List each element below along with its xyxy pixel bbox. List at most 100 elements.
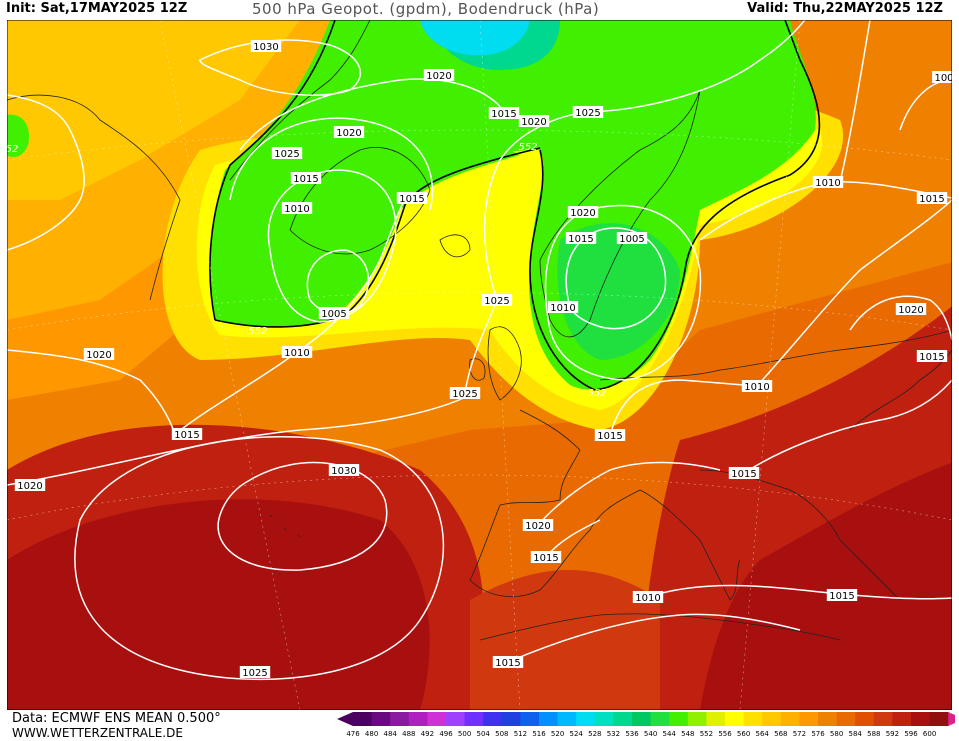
- legend-swatch: [669, 712, 689, 726]
- isobar-label: 1030: [250, 40, 282, 53]
- svg-text:1015: 1015: [731, 469, 756, 480]
- svg-text:1015: 1015: [174, 430, 199, 441]
- legend-tick-label: 548: [681, 730, 695, 738]
- legend-swatch: [929, 712, 949, 726]
- svg-text:1020: 1020: [521, 117, 546, 128]
- svg-text:100: 100: [934, 73, 952, 84]
- svg-text:1015: 1015: [829, 591, 854, 602]
- isobar-label: 1015: [826, 589, 858, 602]
- svg-text:1015: 1015: [495, 658, 520, 669]
- isobar-label: 1015: [565, 232, 597, 245]
- legend-swatch: [706, 712, 726, 726]
- svg-text:1020: 1020: [86, 350, 111, 361]
- graticule: [7, 20, 952, 710]
- svg-text:1020: 1020: [17, 481, 42, 492]
- svg-text:1015: 1015: [919, 352, 944, 363]
- legend-tick-label: 556: [718, 730, 732, 738]
- trough-core: [557, 223, 680, 360]
- contour-552-east: [529, 20, 821, 391]
- legend-swatch: [632, 712, 652, 726]
- legend-tick-label: 600: [922, 730, 937, 738]
- legend-swatch: [780, 712, 800, 726]
- legend-swatch: [687, 712, 707, 726]
- legend-swatch: [353, 712, 373, 726]
- svg-text:1030: 1030: [331, 466, 356, 477]
- contour-552-greenland: [209, 20, 336, 321]
- legend-tick-label: 488: [402, 730, 416, 738]
- header-bar: Init: Sat,17MAY2025 12Z 500 hPa Geopot. …: [0, 0, 959, 20]
- legend-swatch: [725, 712, 745, 726]
- legend-tick-label: 484: [383, 730, 397, 738]
- legend-tick-label: 540: [643, 730, 658, 738]
- svg-text:1010: 1010: [815, 178, 840, 189]
- isobar-label: 1025: [449, 387, 481, 400]
- coastlines: [7, 20, 952, 641]
- legend-swatch: [613, 712, 633, 726]
- svg-text:1025: 1025: [484, 296, 509, 307]
- isobar-label: 1015: [290, 172, 322, 185]
- contour-label: 552: [518, 142, 537, 153]
- legend-swatch: [855, 712, 875, 726]
- isobar-label: 1020: [895, 303, 927, 316]
- svg-text:1010: 1010: [284, 348, 309, 359]
- isobar-label: 1020: [333, 126, 365, 139]
- trough-cyan: [420, 20, 530, 56]
- isobar-label: 1005: [616, 232, 648, 245]
- legend-swatch: [911, 712, 931, 726]
- legend-tick-label: 520: [550, 730, 565, 738]
- isobar-label: 1010: [281, 202, 313, 215]
- legend-tick-label: 492: [420, 730, 435, 738]
- isobar-label: 1010: [281, 346, 313, 359]
- chart-title: 500 hPa Geopot. (gpdm), Bodendruck (hPa): [252, 0, 600, 18]
- svg-text:552: 552: [587, 388, 606, 399]
- init-time: Init: Sat,17MAY2025 12Z: [6, 1, 188, 16]
- legend-tick-label: 564: [755, 730, 769, 738]
- legend-tick-label: 536: [625, 730, 639, 738]
- isobar-label: 1015: [530, 551, 562, 564]
- svg-text:52: 52: [7, 144, 18, 155]
- isobar-label: 1030: [328, 464, 360, 477]
- legend-ticks: 476 480 484 488 492 496 500 504 508 512 516 520 524 5…: [342, 730, 954, 740]
- isobar-label: 1015: [396, 192, 428, 205]
- isobar-label: 1020: [522, 519, 554, 532]
- svg-text:1025: 1025: [575, 108, 600, 119]
- legend-swatch: [594, 712, 614, 726]
- legend-tick-label: 596: [904, 730, 918, 738]
- isobar-label: 1015: [594, 429, 626, 442]
- legend-tick-label: 584: [848, 730, 862, 738]
- isobar-label: 1010: [812, 176, 844, 189]
- svg-text:1015: 1015: [533, 553, 558, 564]
- legend-swatch: [873, 712, 893, 726]
- legend-tick-label: 576: [811, 730, 825, 738]
- svg-text:1015: 1015: [293, 174, 318, 185]
- legend-tick-label: 552: [699, 730, 714, 738]
- svg-text:1020: 1020: [336, 128, 361, 139]
- legend-tick-label: 504: [476, 730, 490, 738]
- svg-text:1010: 1010: [744, 382, 769, 393]
- weather-map: 1030 1020 1015 1020 1025 1020 1025 1015 1010 1015…: [7, 20, 952, 710]
- isobar-label: 1010: [547, 301, 579, 314]
- footer-bar: Data: ECMWF ENS MEAN 0.500° WWW.WETTERZE…: [0, 710, 959, 741]
- legend-tick-label: 568: [774, 730, 788, 738]
- isobar-label: 1015: [488, 107, 520, 120]
- isobar-label: 1020: [518, 115, 550, 128]
- legend-swatch: [427, 712, 447, 726]
- legend-tick-label: 572: [792, 730, 807, 738]
- svg-text:1015: 1015: [399, 194, 424, 205]
- svg-text:1015: 1015: [568, 234, 593, 245]
- legend-swatch: [483, 712, 503, 726]
- legend-tick-label: 532: [606, 730, 621, 738]
- legend-swatch: [501, 712, 521, 726]
- legend-arrow-high: [948, 712, 955, 726]
- isobar-label: 1005: [318, 307, 350, 320]
- field-darkred-east: [700, 462, 952, 710]
- svg-text:1020: 1020: [426, 71, 451, 82]
- trough-west-edge: [7, 114, 30, 158]
- valid-time: Valid: Thu,22MAY2025 12Z: [747, 1, 943, 16]
- svg-text:1020: 1020: [570, 208, 595, 219]
- svg-text:1005: 1005: [321, 309, 346, 320]
- legend-swatch: [520, 712, 540, 726]
- isobar-label: 1015: [728, 467, 760, 480]
- isobar-label: 1025: [481, 294, 513, 307]
- isobar-labels: 1030 1020 1015 1020 1025 1020 1025 1015 1010 1015…: [14, 40, 952, 679]
